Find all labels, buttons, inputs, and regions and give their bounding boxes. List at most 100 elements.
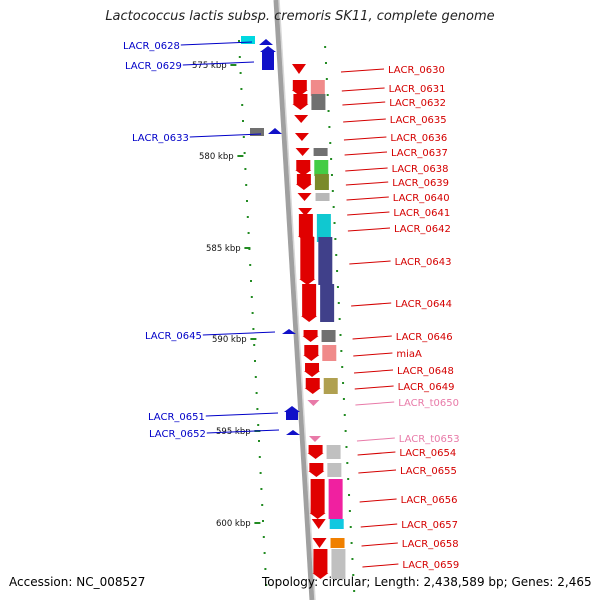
reverse-gene-leader xyxy=(355,401,395,406)
reverse-gene-arrow xyxy=(301,284,318,322)
tick-dot xyxy=(351,558,354,560)
tick-dot xyxy=(348,494,351,496)
tick-dot xyxy=(242,120,244,122)
tick-dot xyxy=(241,104,244,106)
tick-dot xyxy=(350,542,353,544)
reverse-gene-arrow xyxy=(304,363,321,377)
tick-dot xyxy=(262,520,264,522)
tick-dot xyxy=(257,424,260,426)
reverse-gene-label: LACR_0657 xyxy=(401,520,458,531)
reverse-gene-label: LACR_0638 xyxy=(392,164,449,175)
tick-dot xyxy=(247,232,250,234)
reverse-gene-function-box xyxy=(322,345,337,361)
reverse-gene-function-box xyxy=(315,193,330,201)
reverse-gene-leader xyxy=(358,469,397,474)
reverse-gene-function-box xyxy=(331,549,346,579)
tick-dot xyxy=(250,280,252,282)
tick-dot xyxy=(334,238,337,240)
reverse-gene-label: LACR_0649 xyxy=(398,382,455,393)
tick-dot xyxy=(259,472,262,474)
forward-gene-leader xyxy=(182,61,255,66)
tick-dot xyxy=(349,526,352,528)
reverse-gene-arrow xyxy=(303,345,320,361)
map-title: Lactococcus lactis subsp. cremoris SK11,… xyxy=(105,9,495,24)
reverse-gene-arrow xyxy=(311,519,326,529)
tick-dot xyxy=(256,408,259,410)
tick-dot xyxy=(253,344,256,346)
reverse-gene-label: LACR_0636 xyxy=(390,133,447,144)
reverse-gene-leader xyxy=(351,302,392,307)
tick-dot xyxy=(335,254,338,256)
reverse-gene-function-box xyxy=(330,538,345,548)
tick-dot xyxy=(242,136,245,138)
reverse-gene-leader xyxy=(340,68,385,73)
reverse-gene-function-box xyxy=(321,330,336,342)
forward-gene-label: LACR_0652 xyxy=(149,429,206,440)
tick-dot xyxy=(252,328,255,330)
tick-dot xyxy=(258,440,260,442)
tick-dot xyxy=(328,126,331,128)
reverse-gene-label: LACR_0656 xyxy=(401,495,458,506)
reverse-gene-arrow xyxy=(297,214,314,242)
reverse-gene-function-box xyxy=(311,94,326,110)
tick-dot xyxy=(244,168,247,170)
tick-dot xyxy=(255,392,258,394)
forward-gene-arrow xyxy=(282,329,296,334)
tick-dot xyxy=(251,312,254,314)
reverse-gene-arrow xyxy=(291,80,308,96)
reverse-gene-function-box xyxy=(328,479,343,519)
forward-gene-arrow xyxy=(284,406,300,420)
tick-dot xyxy=(254,360,256,362)
tick-dot xyxy=(348,510,351,512)
reverse-gene-label: LACR_0639 xyxy=(392,178,449,189)
forward-gene-leader xyxy=(180,41,253,46)
tick-dot xyxy=(254,376,257,378)
reverse-gene-arrow xyxy=(291,64,306,74)
reverse-gene-arrow xyxy=(295,148,310,156)
reverse-gene-label: LACR_0659 xyxy=(402,560,459,571)
reverse-gene-function-box xyxy=(323,378,338,394)
reverse-gene-function-box xyxy=(318,237,333,285)
reverse-gene-label: LACR_0646 xyxy=(396,332,453,343)
tick-dot xyxy=(262,536,265,538)
tick-dot xyxy=(352,574,355,576)
reverse-gene-leader xyxy=(360,523,398,528)
reverse-gene-arrow xyxy=(299,237,316,285)
tick-dots-layer xyxy=(238,40,356,592)
tick-dot xyxy=(249,264,252,266)
reverse-gene-function-box xyxy=(313,148,328,156)
reverse-gene-label: LACR_0637 xyxy=(391,148,448,159)
tick-dot xyxy=(264,568,267,570)
reverse-gene-function-box xyxy=(329,519,344,529)
forward-gene-label: LACR_0645 xyxy=(145,331,202,342)
reverse-gene-function-box xyxy=(326,445,341,459)
reverse-gene-leader xyxy=(349,260,391,265)
forward-gene-leader xyxy=(202,331,276,336)
tick-dot xyxy=(346,462,349,464)
tick-dot xyxy=(347,478,350,480)
tick-dot xyxy=(261,504,264,506)
backbone-highlight xyxy=(278,0,316,600)
reverse-gene-leader xyxy=(342,101,386,106)
tick-dot xyxy=(245,184,248,186)
reverse-gene-leader xyxy=(361,542,398,547)
genome-backbone-layer xyxy=(273,0,316,600)
tick-dot xyxy=(265,584,268,586)
tick-dot xyxy=(258,456,261,458)
reverse-gene-arrow xyxy=(295,174,312,190)
reverse-gene-leader xyxy=(353,369,394,374)
tick-dot xyxy=(239,72,242,74)
reverse-gene-leader xyxy=(344,151,388,156)
backbone-line xyxy=(273,0,315,600)
reverse-gene-label: LACR_0640 xyxy=(393,193,450,204)
reverse-gene-function-box xyxy=(327,463,342,477)
reverse-gene-leader xyxy=(357,451,396,456)
tick-dot xyxy=(342,398,345,400)
forward-gene-function-box xyxy=(241,36,255,44)
reverse-gene-arrow xyxy=(312,538,327,548)
tick-dot xyxy=(336,286,339,288)
reverse-gene-label: LACR_0655 xyxy=(400,466,457,477)
reverse-gene-label: LACR_0635 xyxy=(390,115,447,126)
reverse-gene-function-box xyxy=(316,214,331,242)
